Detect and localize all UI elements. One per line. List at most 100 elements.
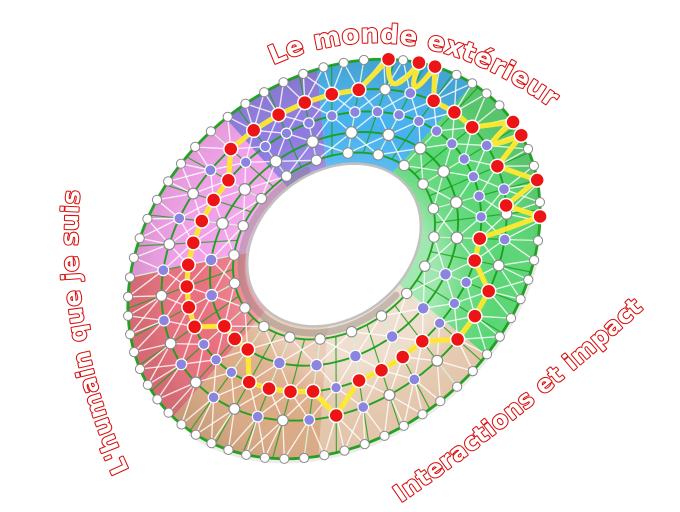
outer-node [123,310,134,321]
mesh-line [283,419,310,460]
mesh-line [362,407,366,445]
mesh-line [378,147,421,156]
mesh-line [308,419,325,456]
inner-node [375,310,388,322]
ring2-node [187,187,200,200]
mesh-line [282,420,285,459]
ring4-node [416,301,430,315]
mesh-line [168,381,197,414]
mesh-line [156,363,182,400]
mesh-line [245,416,259,455]
label-left-text: L'humain que je suis [56,188,135,479]
outer-node [259,87,270,98]
ring4-node [205,288,219,302]
mesh-line [285,141,314,177]
ring2-node [157,264,170,277]
ring2-node [175,358,188,371]
spoke [335,336,337,453]
outer-node [358,54,369,66]
outer-node [338,57,349,68]
mesh-line [316,331,353,366]
ring3-node [349,106,361,118]
outer-node [435,396,446,407]
outer-node [129,347,140,358]
ring4-node [269,154,283,168]
mesh-line [257,416,266,458]
spoke [214,332,277,445]
ring3-node [458,153,470,165]
mesh-line [406,273,446,295]
ring2-node [431,354,444,367]
profile-red-node [480,283,497,299]
ring3-node [259,140,272,153]
inner-node [417,178,429,190]
ring4-node [345,126,358,139]
mesh-line [351,331,393,338]
profile-red-node [324,86,340,102]
ring4-node [204,253,218,267]
ring4-node [273,356,286,370]
profile-red-node [467,308,483,324]
mesh-line [264,420,284,459]
ring2-node [408,373,421,386]
outer-node [151,194,163,205]
mesh-line [486,144,529,150]
ring2-node [163,238,176,251]
ring2-node [228,402,241,415]
ring4-node [216,216,229,230]
ring4-node [413,141,427,155]
inner-node [372,149,384,161]
ring2-node [480,139,493,152]
ring2-node [189,376,202,389]
spoke [331,65,333,156]
inner-node [398,159,410,172]
profile-red-node [261,380,277,397]
mesh-line [381,307,424,317]
ring2-node [383,389,396,402]
mesh-line [210,397,215,444]
spoke [416,279,503,334]
mesh-line [319,338,356,357]
outer-node [452,381,463,392]
profile-red-node [328,407,344,424]
mesh-line [227,416,259,451]
mesh-line [139,217,180,239]
ring2-node [276,414,289,427]
hole-shadow-layer [237,166,400,337]
outer-node [359,439,370,450]
profile-red-node [425,93,442,109]
profile-red-node [446,104,463,121]
ring4-node [439,267,452,281]
ring2-node [158,314,171,327]
mesh-line [129,295,163,335]
mesh-line [391,293,408,337]
profile-red-node [305,383,321,400]
ring4-node [450,231,464,245]
wheel-graphic [123,51,548,464]
profile-red-node [186,319,203,335]
mesh-line [180,382,197,425]
ring3-node [225,366,238,379]
ring3-node [473,190,485,202]
profile-red-node [180,257,196,273]
inner-node [314,333,326,345]
outer-node [534,197,546,208]
mesh-line [133,320,165,353]
mesh-line [147,343,172,386]
outer-node [318,62,329,73]
outer-node [505,313,517,324]
outer-node [128,252,139,263]
mesh-line [433,236,447,275]
mesh-line [432,171,445,209]
outer-node [206,438,217,449]
outer-node [142,379,153,390]
mesh-line [227,408,236,450]
ring2-node [204,164,217,177]
mesh-line [133,243,170,259]
outer-node [398,55,409,66]
ring2-node [498,183,511,196]
mesh-line [195,344,205,383]
mesh-line [168,169,211,183]
outer-node [123,291,134,302]
label-l-humain-que-je-suis: L'humain que je suis [55,187,135,480]
